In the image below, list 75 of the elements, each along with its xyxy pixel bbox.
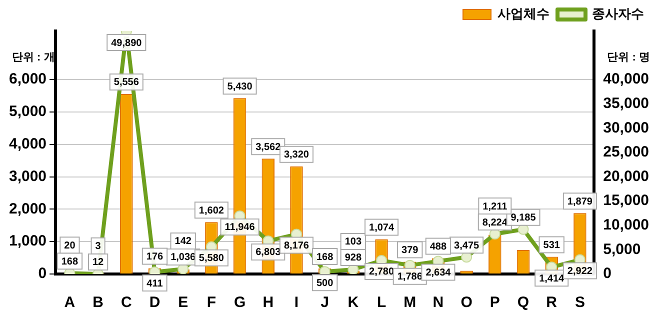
- data-label: 3,320: [284, 150, 310, 161]
- x-tick-label: D: [149, 294, 160, 312]
- data-label: 142: [174, 236, 192, 248]
- data-label: 3: [95, 241, 102, 252]
- x-tick-label: N: [432, 294, 444, 312]
- data-label: 8,176: [284, 240, 310, 252]
- y2-tick-label: 0: [603, 265, 612, 282]
- x-tick-label: J: [320, 294, 329, 312]
- y2-tick-label: 5,000: [603, 240, 641, 258]
- data-label: 500: [316, 278, 334, 289]
- y2-tick-label: 10,000: [603, 216, 650, 234]
- data-label: 9,185: [510, 212, 536, 224]
- data-label: 411: [146, 278, 164, 290]
- x-tick-label: R: [546, 294, 558, 312]
- x-tick-label: I: [294, 294, 299, 312]
- data-label: 168: [61, 256, 78, 268]
- y-tick-label: 2,000: [8, 200, 47, 218]
- data-label: 3,475: [454, 240, 480, 252]
- y2-tick-label: 20,000: [603, 168, 650, 185]
- x-tick-label: S: [574, 294, 585, 312]
- y-tick-label: 4,000: [8, 136, 47, 153]
- y2-tick-label: 35,000: [603, 95, 650, 112]
- y2-tick-label: 15,000: [603, 192, 650, 210]
- y-tick-label: 3,000: [8, 168, 47, 185]
- y2-axis-title: 단위 : 명: [607, 52, 650, 64]
- y2-tick-label: 40,000: [603, 70, 650, 88]
- y-tick-label: 1,000: [8, 232, 47, 250]
- data-label: 5,430: [227, 81, 253, 92]
- data-label: 8,224: [482, 217, 508, 228]
- data-label: 1,074: [369, 222, 394, 234]
- x-tick-label: F: [206, 294, 216, 312]
- data-label: 1,036: [170, 252, 196, 264]
- data-label: 488: [430, 241, 447, 252]
- data-label: 2,634: [426, 267, 452, 278]
- x-tick-label: A: [64, 294, 76, 312]
- data-label: 2,922: [567, 266, 593, 278]
- y2-tick-label: 30,000: [603, 119, 650, 136]
- data-label: 5,580: [198, 253, 224, 264]
- data-label: 928: [344, 252, 362, 264]
- x-tick-label: M: [404, 294, 416, 312]
- data-label: 1,602: [198, 205, 224, 216]
- data-label: 1,414: [539, 273, 565, 284]
- data-label: 379: [402, 244, 419, 256]
- data-label: 531: [543, 240, 560, 252]
- data-label: 176: [146, 252, 164, 263]
- data-label: 3,562: [256, 142, 282, 153]
- data-label: 1,879: [567, 196, 593, 208]
- data-label: 11,946: [224, 222, 256, 234]
- data-label: 12: [92, 257, 104, 268]
- y-axis-title: 단위 : 개: [12, 52, 55, 64]
- data-label: 49,890: [111, 38, 142, 49]
- x-tick-label: P: [490, 294, 500, 312]
- data-label: 1,211: [482, 201, 508, 212]
- data-label: 168: [316, 252, 334, 263]
- x-tick-label: B: [92, 294, 104, 312]
- data-label: 20: [64, 240, 76, 252]
- legend-label: 사업체수: [498, 6, 550, 22]
- x-tick-label: K: [348, 294, 359, 312]
- data-label: 6,803: [256, 247, 282, 258]
- x-tick-label: Q: [517, 294, 530, 312]
- y-tick-label: 5,000: [8, 103, 47, 120]
- legend-label: 종사자수: [592, 6, 644, 22]
- data-label: 103: [344, 236, 362, 248]
- x-tick-label: G: [234, 294, 246, 312]
- x-tick-label: C: [120, 294, 132, 312]
- data-label: 1,786: [397, 272, 423, 283]
- x-tick-label: O: [460, 294, 473, 312]
- x-tick-label: E: [178, 294, 188, 312]
- y-tick-label: 0: [38, 265, 47, 282]
- data-label: 2,780: [369, 266, 394, 278]
- x-tick-label: L: [376, 294, 386, 312]
- x-tick-label: H: [262, 294, 274, 312]
- data-label: 5,556: [114, 77, 140, 88]
- y2-tick-label: 25,000: [603, 144, 650, 161]
- y-tick-label: 6,000: [8, 70, 47, 88]
